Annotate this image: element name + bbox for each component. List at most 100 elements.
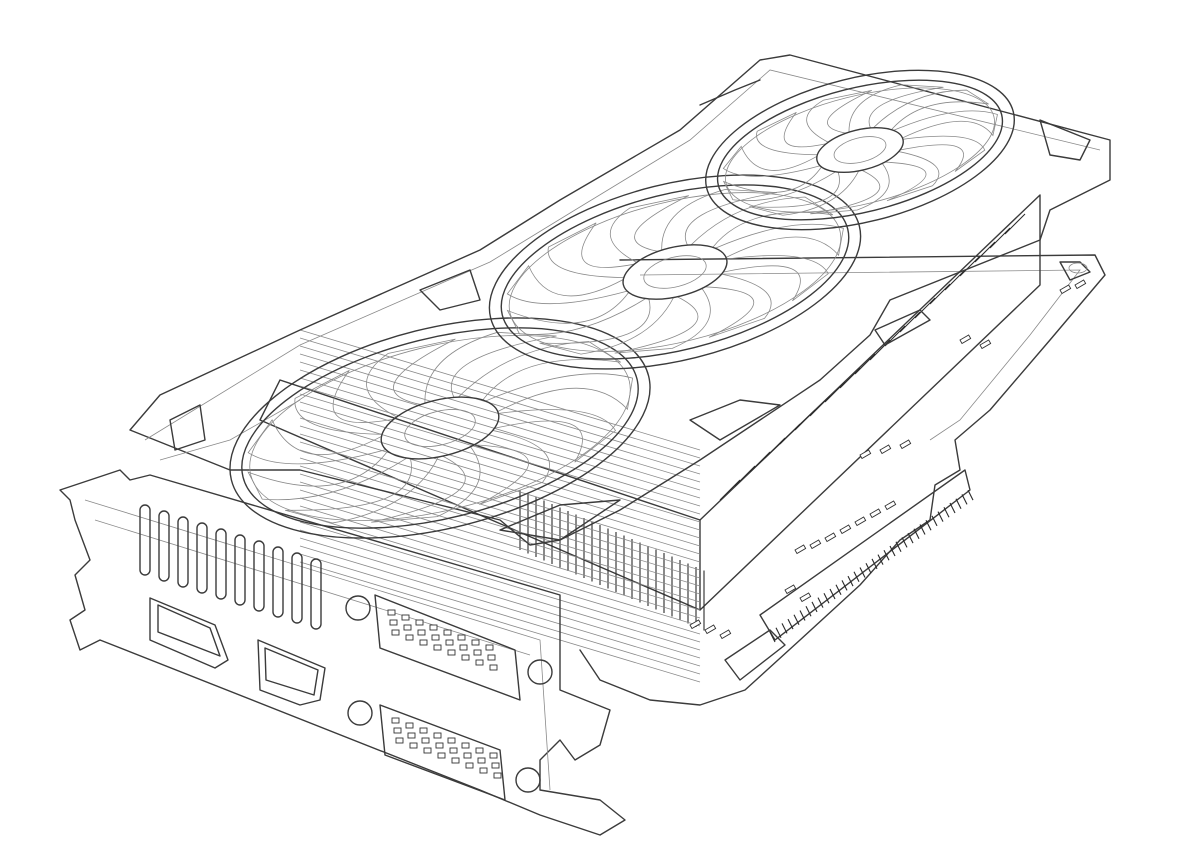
dvi-pin — [449, 747, 458, 754]
fan-blade — [704, 273, 772, 338]
heatsink-fin — [299, 393, 701, 515]
heatsink-fin — [299, 521, 701, 643]
pcie-finger — [853, 571, 860, 583]
fan-blade — [899, 135, 986, 172]
fan-blade — [722, 166, 836, 202]
fan-blade — [371, 446, 481, 523]
hdmi-port — [257, 639, 326, 706]
fan-blade — [749, 170, 860, 216]
fan-blade — [506, 292, 646, 335]
heatsink-fin — [794, 409, 816, 431]
dvi-pin — [473, 649, 482, 656]
dvi-pin — [445, 639, 454, 646]
dvi-pin — [387, 609, 396, 616]
dvi-pin — [475, 659, 484, 666]
fan-blade — [873, 89, 989, 130]
smd-component — [824, 532, 837, 543]
heatsink-fin — [299, 433, 701, 555]
bracket-vent — [291, 552, 303, 624]
bracket-vent — [196, 522, 208, 594]
heatsink-fin — [764, 437, 786, 459]
dvi-pin — [391, 717, 400, 724]
dvi-pin — [409, 742, 418, 749]
bracket-vent — [177, 516, 189, 588]
smd-component — [784, 584, 797, 595]
io-bracket — [59, 469, 626, 836]
smd-component — [859, 449, 872, 460]
heatsink-fin — [299, 561, 701, 683]
smd-component — [879, 444, 892, 455]
pcie-finger — [835, 584, 842, 595]
fan-hub — [380, 396, 500, 460]
heatsink-fin — [929, 283, 951, 305]
fan-blade — [247, 419, 386, 465]
fan-2 — [488, 174, 862, 370]
smd-component — [794, 544, 807, 555]
dvi-pin — [451, 757, 460, 764]
pcie-finger — [901, 537, 908, 548]
pcie-finger — [775, 627, 782, 638]
fan-blade — [722, 145, 821, 177]
heatsink-fin — [299, 553, 701, 675]
dvi-pin — [421, 737, 430, 744]
fan-blade — [610, 195, 689, 263]
fan-blade — [893, 110, 998, 139]
fan-blade — [539, 297, 674, 355]
heatsink-fin — [299, 417, 701, 539]
heatsink-fin — [299, 529, 701, 651]
heatsink-fin — [854, 353, 876, 375]
smd-component — [704, 624, 717, 635]
heatsink-fin — [299, 489, 701, 611]
heatsink-fin — [299, 409, 701, 531]
fan-blade — [806, 89, 872, 143]
heatsink-fin — [299, 473, 701, 595]
dvi-pin — [489, 752, 498, 759]
dvi-pin — [405, 634, 414, 641]
pcie-finger — [907, 532, 914, 544]
heatsink-fin — [299, 465, 701, 587]
pcie-finger — [925, 519, 932, 531]
pcie-finger — [811, 601, 818, 613]
heatsink-fin — [989, 227, 1011, 249]
dvi-pin — [465, 762, 474, 769]
heatsink-fin — [299, 505, 701, 627]
fan-blade — [247, 450, 408, 501]
dvi-pin — [419, 727, 428, 734]
smd-component — [884, 500, 897, 511]
dvi-port-bottom — [347, 700, 541, 801]
dvi-pin — [395, 737, 404, 744]
heatsink-fin — [299, 457, 701, 579]
fan-blade — [485, 373, 634, 412]
fan-blade — [547, 222, 635, 279]
smd-component — [839, 524, 852, 535]
fan-blade — [810, 163, 890, 215]
pcie-finger — [847, 575, 854, 587]
heatsink-fin — [974, 241, 996, 263]
heatsink — [259, 194, 1041, 683]
pcie-finger — [889, 545, 896, 557]
fan-3 — [705, 69, 1015, 231]
smd-component — [1074, 279, 1087, 290]
dvi-pin — [493, 772, 502, 779]
dvi-pin — [471, 639, 480, 646]
heatsink-fin — [299, 345, 701, 467]
smd-component — [959, 334, 972, 345]
smd-component — [854, 516, 867, 527]
bracket-vent — [139, 504, 151, 576]
smd-component — [719, 629, 732, 640]
pcie-finger — [877, 554, 884, 565]
pcie-finger — [829, 588, 836, 600]
heatsink-fin — [809, 395, 831, 417]
pcie-finger — [949, 502, 956, 514]
pcie-finger — [865, 562, 872, 574]
fan-blade — [366, 338, 456, 418]
heatsink-fin — [299, 337, 701, 459]
displayport — [149, 597, 229, 669]
dvi-pin — [447, 737, 456, 744]
heatsink-fin — [299, 353, 701, 475]
pcie-finger — [937, 511, 944, 522]
dvi-pin — [447, 649, 456, 656]
smd-component — [689, 619, 702, 630]
